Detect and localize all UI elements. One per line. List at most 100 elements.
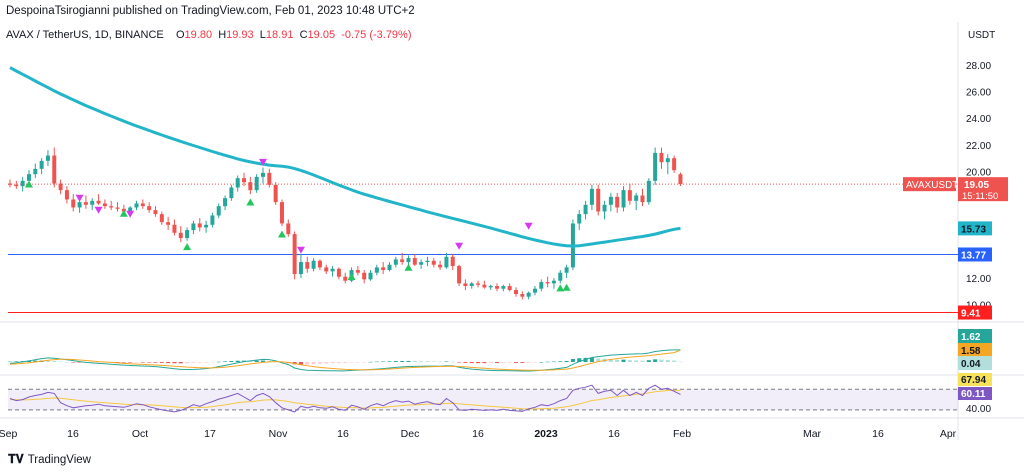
candle-body: [159, 214, 164, 223]
red-line-label: 9.41: [961, 309, 981, 320]
macd-histogram-bar: [311, 362, 316, 365]
macd-histogram-bar: [64, 362, 69, 363]
candle-body: [128, 207, 133, 212]
macd-histogram-bar: [387, 361, 392, 362]
macd-value-label: 1.62: [961, 332, 981, 343]
footer: 𝐓𝐕 TradingView: [8, 452, 91, 467]
price-tick-label: 20.00: [966, 168, 991, 179]
ma-value-label: 15.73: [961, 224, 986, 235]
footer-brand[interactable]: TradingView: [27, 453, 91, 466]
macd-histogram-bar: [457, 362, 462, 363]
candle-body: [185, 230, 190, 239]
candle-body: [83, 202, 88, 205]
low-label: L: [259, 29, 266, 41]
macd-histogram-bar: [463, 362, 468, 363]
candle-body: [412, 258, 417, 265]
macd-histogram-bar: [526, 362, 531, 363]
tradingview-logo-icon[interactable]: 𝐓𝐕: [8, 452, 24, 466]
candle-body: [191, 223, 196, 231]
rsi-value-label-bg: [958, 387, 992, 400]
macd-value-label-bg: [958, 329, 992, 343]
candle-body: [469, 283, 474, 287]
candle-body: [589, 188, 594, 205]
macd-histogram-bar: [121, 362, 126, 363]
candle-body: [343, 276, 348, 281]
candle-body: [678, 174, 683, 185]
open-value: 19.80: [184, 29, 213, 41]
macd-histogram-bar: [172, 362, 177, 364]
macd-histogram-bar: [26, 360, 31, 362]
candle-body: [545, 282, 550, 284]
macd-histogram-bar: [659, 359, 664, 362]
high-label: H: [218, 29, 227, 41]
buy-signal-marker: [562, 283, 571, 291]
candle-body: [330, 268, 335, 272]
candle-body: [374, 267, 379, 273]
macd-histogram-bar: [8, 361, 12, 363]
macd-histogram-bar: [665, 359, 670, 362]
candle-body: [26, 174, 31, 181]
time-tick-label: 16: [472, 428, 484, 440]
buy-signal-marker: [246, 198, 255, 206]
macd-histogram-bar: [627, 360, 632, 362]
buy-signal-marker: [404, 263, 413, 271]
macd-histogram-bar: [349, 362, 354, 363]
macd-histogram-bar: [71, 362, 76, 363]
sell-signal-marker: [524, 222, 533, 230]
macd-histogram-bar: [185, 362, 190, 364]
buy-signal-marker: [347, 273, 356, 281]
time-tick-label: Sep: [0, 428, 17, 440]
time-tick-label: Nov: [269, 428, 288, 440]
time-tick-label: 17: [204, 428, 216, 440]
sell-signal-marker: [259, 158, 267, 166]
macd-histogram-bar: [52, 361, 57, 362]
open-label: O: [175, 29, 185, 41]
rsi-line: [9, 384, 681, 413]
candle-body: [602, 204, 607, 212]
price-tick-label: 28.00: [966, 61, 991, 72]
macd-histogram-bar: [551, 361, 556, 363]
macd-histogram-bar: [482, 362, 487, 364]
candle-body: [242, 178, 247, 183]
candle-body: [216, 206, 221, 216]
candle-body: [273, 184, 278, 203]
time-tick-label: Apr: [940, 428, 957, 440]
countdown-label: 15:11:50: [962, 191, 998, 202]
macd-histogram-bar: [514, 362, 518, 363]
price-tick-label: 12.00: [966, 274, 991, 285]
macd-line: [9, 349, 681, 372]
candle-body: [140, 203, 145, 207]
rsi-ma-value-label-bg: [958, 373, 992, 386]
candle-body: [615, 196, 620, 208]
candle-body: [324, 267, 329, 272]
sell-signal-marker: [126, 210, 135, 218]
candle-body: [387, 264, 392, 271]
candle-body: [261, 172, 265, 177]
macd-histogram-bar: [140, 362, 145, 363]
macd-histogram-bar: [324, 362, 329, 364]
candle-body: [393, 259, 398, 265]
candle-body: [109, 206, 114, 208]
symbol-name[interactable]: AVAX / TetherUS, 1D, BINANCE: [6, 29, 164, 41]
candle-body: [672, 158, 677, 171]
macd-histogram-bar: [96, 362, 101, 363]
macd-histogram-bar: [191, 362, 196, 363]
chart-canvas[interactable]: USDT28.0026.0024.0022.0020.0012.0010.001…: [0, 0, 1024, 450]
macd-histogram-bar: [336, 362, 341, 364]
macd-value-label-bg: [958, 343, 992, 357]
candle-body: [336, 268, 341, 277]
candle-body: [134, 203, 139, 208]
macd-histogram-bar: [254, 360, 259, 362]
macd-histogram-bar: [147, 362, 152, 363]
candle-body: [488, 286, 493, 288]
symbol-tag-bg: [903, 177, 956, 192]
high-value: 19.93: [226, 29, 254, 41]
buy-signal-marker: [183, 243, 192, 251]
candle-body: [197, 223, 202, 228]
candle-body: [71, 199, 76, 208]
candle-body: [539, 282, 544, 289]
candle-body: [659, 152, 664, 163]
candle-body: [507, 286, 512, 291]
candle-body: [14, 184, 19, 187]
time-tick-label: 16: [337, 428, 349, 440]
